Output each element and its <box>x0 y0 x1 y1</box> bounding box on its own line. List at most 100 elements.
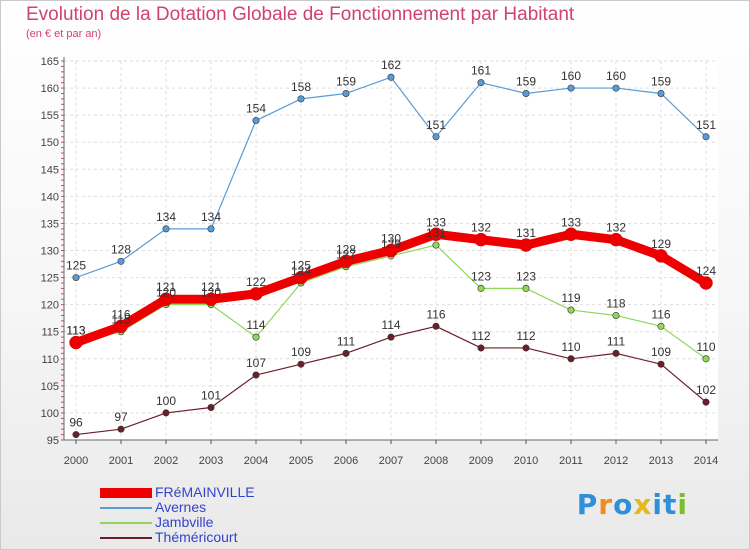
data-point-jambville <box>252 333 260 341</box>
data-labels: 96 97 100 101 107 109 111 114 116 112 112 110 111 109… <box>66 58 716 429</box>
data-point-fr-mainville <box>249 287 263 301</box>
data-label-fr-mainville: 121 <box>201 280 221 294</box>
data-label-avernes: 161 <box>471 64 491 78</box>
data-point-th-mericourt <box>342 349 350 357</box>
data-label-fr-mainville: 132 <box>606 221 626 235</box>
data-label-fr-mainville: 129 <box>651 237 671 251</box>
data-point-avernes <box>657 89 665 97</box>
legend-swatch-avernes <box>100 507 152 509</box>
x-tick-label: 2012 <box>604 455 628 467</box>
data-point-th-mericourt <box>297 360 305 368</box>
data-label-fr-mainville: 133 <box>561 215 581 229</box>
data-label-jambville: 113 <box>66 324 85 338</box>
data-point-fr-mainville <box>69 335 83 350</box>
y-tick-label: 110 <box>41 354 59 366</box>
data-label-th-mericourt: 116 <box>426 307 445 321</box>
data-point-avernes <box>477 79 485 87</box>
data-label-jambville: 110 <box>696 340 715 354</box>
y-tick-label: 135 <box>41 218 59 230</box>
x-tick-label: 2004 <box>244 455 268 467</box>
data-label-th-mericourt: 111 <box>337 334 356 348</box>
data-label-avernes: 158 <box>291 80 311 94</box>
data-label-th-mericourt: 100 <box>156 394 176 408</box>
data-point-jambville <box>477 284 485 292</box>
data-point-avernes <box>207 225 215 233</box>
data-label-avernes: 128 <box>111 242 131 256</box>
legend-swatch-fremainville <box>100 488 152 498</box>
x-tick-label: 2002 <box>154 455 178 467</box>
legend-swatch-themericourt <box>100 537 152 539</box>
data-label-jambville: 129 <box>381 237 401 251</box>
data-point-th-mericourt <box>567 355 575 363</box>
legend-label-avernes: Avernes <box>155 499 207 515</box>
data-point-avernes <box>72 274 80 282</box>
data-label-jambville: 119 <box>561 291 580 305</box>
data-label-avernes: 134 <box>201 210 221 224</box>
data-label-fr-mainville: 133 <box>426 215 446 229</box>
legend-swatch-jambville <box>100 522 152 524</box>
data-label-avernes: 160 <box>606 69 626 83</box>
y-tick-label: 155 <box>41 110 59 122</box>
y-tick-label: 120 <box>41 300 59 312</box>
data-label-avernes: 162 <box>381 58 401 72</box>
y-tick-label: 140 <box>41 191 59 203</box>
data-label-th-mericourt: 111 <box>607 334 626 348</box>
data-point-avernes <box>117 257 125 265</box>
data-label-fr-mainville: 122 <box>246 275 266 289</box>
data-label-fr-mainville: 113 <box>66 324 85 338</box>
data-label-jambville: 123 <box>471 269 491 283</box>
data-point-avernes <box>342 89 350 97</box>
data-label-fr-mainville: 125 <box>291 259 311 273</box>
data-label-jambville: 131 <box>426 226 446 240</box>
data-point-jambville <box>522 284 530 292</box>
data-point-fr-mainville <box>294 270 308 285</box>
x-tick-label: 2009 <box>469 455 493 467</box>
chart-axes: 95 100 105 110 115 120 125 130 135 140 145 150 155 16… <box>41 56 719 467</box>
data-label-jambville: 116 <box>651 307 670 321</box>
data-point-th-mericourt <box>612 349 620 357</box>
data-point-th-mericourt <box>117 425 125 433</box>
data-point-fr-mainville <box>384 243 398 258</box>
data-label-th-mericourt: 109 <box>291 345 311 359</box>
data-label-avernes: 159 <box>336 74 356 88</box>
data-label-jambville: 124 <box>291 264 311 278</box>
y-tick-label: 105 <box>41 381 59 393</box>
data-point-th-mericourt <box>387 333 395 341</box>
data-label-fr-mainville: 121 <box>156 280 176 294</box>
chart-subtitle: (en € et par an) <box>26 28 102 40</box>
data-label-th-mericourt: 107 <box>246 356 266 370</box>
data-label-jambville: 120 <box>201 286 221 300</box>
legend-label-jambville: Jambville <box>155 514 214 530</box>
data-point-avernes <box>432 133 440 141</box>
data-label-jambville: 115 <box>111 313 130 327</box>
data-label-th-mericourt: 96 <box>69 416 83 430</box>
data-label-avernes: 159 <box>516 74 536 88</box>
data-label-avernes: 160 <box>561 69 581 83</box>
logo-letter: t <box>663 488 678 521</box>
data-point-th-mericourt <box>162 409 170 417</box>
proxiti-logo: Proxiti <box>577 488 688 521</box>
data-point-avernes <box>252 117 260 125</box>
x-tick-label: 2011 <box>559 455 583 467</box>
data-point-fr-mainville <box>654 249 668 263</box>
data-point-fr-mainville <box>159 292 173 306</box>
data-point-th-mericourt <box>432 322 440 330</box>
data-point-jambville <box>702 355 710 363</box>
data-point-jambville <box>612 311 620 319</box>
data-label-avernes: 151 <box>696 118 716 132</box>
y-tick-label: 100 <box>41 408 59 420</box>
data-label-fr-mainville: 124 <box>696 264 716 278</box>
legend-label-fremainville: FRéMAINVILLE <box>155 484 255 500</box>
logo-letter: r <box>598 488 614 521</box>
data-point-jambville <box>567 306 575 314</box>
data-point-avernes <box>702 133 710 141</box>
data-label-avernes: 125 <box>66 259 86 273</box>
data-point-th-mericourt <box>702 398 710 406</box>
data-point-jambville <box>657 322 665 330</box>
data-label-avernes: 159 <box>651 74 671 88</box>
data-point-avernes <box>567 84 575 92</box>
data-label-th-mericourt: 110 <box>561 340 580 354</box>
data-label-jambville: 120 <box>156 286 176 300</box>
data-point-th-mericourt <box>477 344 485 352</box>
